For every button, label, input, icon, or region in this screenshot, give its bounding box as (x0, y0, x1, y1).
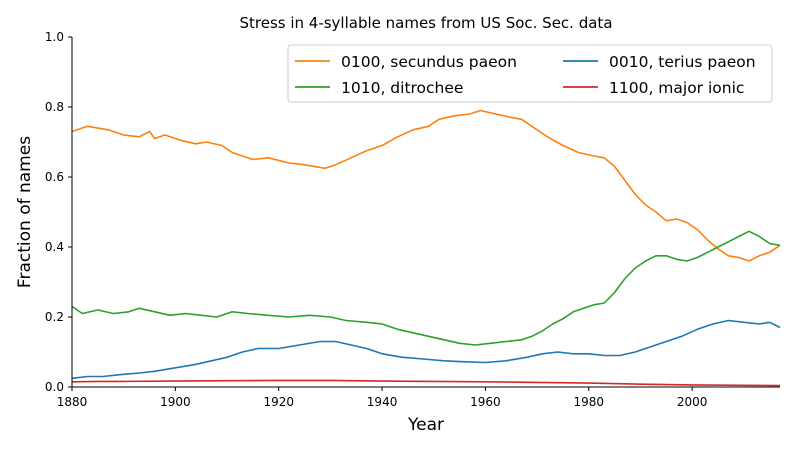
x-tick-label: 1940 (367, 395, 398, 409)
legend-label: 1010, ditrochee (341, 79, 463, 97)
chart-title: Stress in 4-syllable names from US Soc. … (239, 14, 612, 32)
y-tick-label: 0.4 (45, 240, 64, 254)
y-tick-label: 0.0 (45, 380, 64, 394)
series-line-0100 (71, 109, 781, 262)
series-line-0010 (71, 319, 781, 380)
x-tick-label: 1980 (574, 395, 605, 409)
y-tick-label: 0.8 (45, 100, 64, 114)
legend-label: 1100, major ionic (609, 79, 744, 97)
legend-label: 0010, terius paeon (609, 53, 756, 71)
x-tick-label: 1960 (470, 395, 501, 409)
y-tick-label: 0.2 (45, 310, 64, 324)
legend-label: 0100, secundus paeon (341, 53, 517, 71)
y-tick-label: 1.0 (45, 30, 64, 44)
series-line-1100 (71, 379, 781, 387)
plot-area (71, 109, 781, 387)
series-line-1010 (71, 230, 781, 346)
x-tick-label: 1900 (160, 395, 191, 409)
y-axis-label: Fraction of names (15, 136, 35, 288)
x-axis-ticks: 1880 1900 1920 1940 1960 1980 2000 (57, 387, 708, 409)
y-tick-label: 0.6 (45, 170, 64, 184)
legend-frame (287, 44, 773, 103)
x-axis-label: Year (407, 415, 444, 435)
y-axis-ticks: 0.0 0.2 0.4 0.6 0.8 1.0 (45, 30, 72, 394)
x-tick-label: 1880 (57, 395, 88, 409)
x-tick-label: 1920 (263, 395, 294, 409)
legend: 0100, secundus paeon 1010, ditrochee 0010,… (287, 44, 773, 103)
x-tick-label: 2000 (677, 395, 708, 409)
